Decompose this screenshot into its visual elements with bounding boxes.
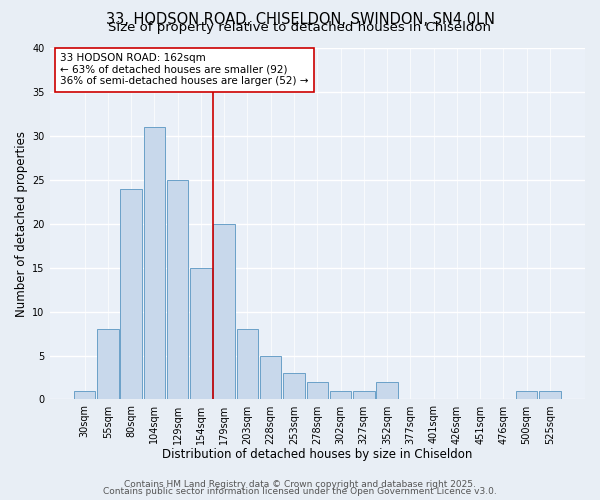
Bar (353, 390, 374, 400)
Bar (307, 382, 328, 400)
Bar (214, 224, 235, 400)
Text: Contains HM Land Registry data © Crown copyright and database right 2025.: Contains HM Land Registry data © Crown c… (124, 480, 476, 489)
X-axis label: Distribution of detached houses by size in Chiseldon: Distribution of detached houses by size … (162, 448, 472, 461)
Bar (283, 373, 305, 400)
Bar (330, 390, 351, 400)
Bar (516, 390, 538, 400)
Text: Contains public sector information licensed under the Open Government Licence v3: Contains public sector information licen… (103, 487, 497, 496)
Bar (539, 390, 560, 400)
Bar (74, 390, 95, 400)
Text: Size of property relative to detached houses in Chiseldon: Size of property relative to detached ho… (109, 22, 491, 35)
Text: 33 HODSON ROAD: 162sqm
← 63% of detached houses are smaller (92)
36% of semi-det: 33 HODSON ROAD: 162sqm ← 63% of detached… (60, 54, 309, 86)
Y-axis label: Number of detached properties: Number of detached properties (15, 130, 28, 316)
Bar (237, 329, 258, 400)
Bar (190, 268, 212, 400)
Bar (97, 329, 119, 400)
Bar (260, 356, 281, 400)
Bar (121, 188, 142, 400)
Bar (376, 382, 398, 400)
Text: 33, HODSON ROAD, CHISELDON, SWINDON, SN4 0LN: 33, HODSON ROAD, CHISELDON, SWINDON, SN4… (106, 12, 494, 26)
Bar (143, 127, 165, 400)
Bar (167, 180, 188, 400)
